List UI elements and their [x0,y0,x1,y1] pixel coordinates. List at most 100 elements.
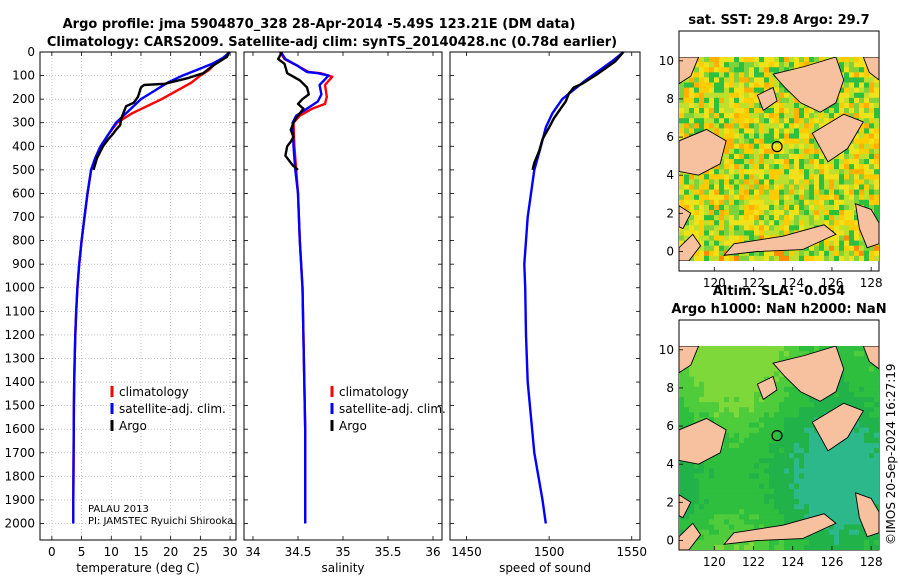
sla-heatmap-cell [834,453,840,459]
sst-heatmap-cell [859,108,865,114]
sla-heatmap-cell [694,397,700,403]
sla-heatmap-cell [874,376,879,383]
sla-heatmap-cell [844,509,850,515]
sla-heatmap-cell [849,442,855,449]
sla-heatmap-cell [794,407,800,413]
sst-heatmap-cell [689,97,695,104]
sla-heatmap-cell [819,483,825,490]
sla-heatmap-cell [769,458,775,464]
sst-heatmap-cell [854,102,860,109]
sla-heatmap-cell [824,499,830,505]
sst-heatmap-cell [699,210,705,216]
sla-heatmap-cell [834,478,840,485]
sst-heatmap-cell [724,128,730,134]
sst-heatmap-cell [759,225,765,231]
sst-heatmap-cell [779,169,785,175]
sla-heatmap-cell [709,351,715,357]
sst-heatmap-cell [774,189,780,196]
sla-heatmap-cell [824,458,830,464]
sst-heatmap-cell [789,250,795,257]
sla-heatmap-cell [739,376,745,383]
sla-heatmap-cell [819,437,825,444]
sst-heatmap-cell [814,189,820,196]
sla-heatmap-cell [749,407,755,413]
sst-heatmap-cell [729,92,735,99]
sst-heatmap-cell [779,82,785,88]
sst-heatmap-cell [744,57,750,63]
sla-heatmap-cell [684,488,690,495]
sst-heatmap-cell [804,108,810,114]
sla-heatmap-cell [859,448,865,454]
sla-heatmap-cell [709,544,715,550]
sla-heatmap-cell [774,351,780,357]
sst-land-polygon [756,86,778,112]
sla-heatmap-cell [759,483,765,490]
sla-heatmap-cell [784,381,790,388]
sla-heatmap-cell [854,524,860,530]
sst-heatmap-cell [744,113,750,119]
sla-heatmap-cell [754,509,760,515]
sst-heatmap-cell [854,108,860,114]
sla-heatmap-cell [689,468,695,474]
sla-heatmap-cell [739,351,745,357]
sst-heatmap-cell [769,67,775,73]
sst-heatmap-cell [854,92,860,99]
sst-heatmap-cell [724,159,730,165]
sst-heatmap-cell [699,230,705,236]
sst-heatmap-cell [859,164,865,170]
sst-land-polygon [811,113,864,163]
sst-heatmap-cell [774,82,780,88]
sst-heatmap-cell [699,174,705,180]
temperature-plot-background [40,52,236,540]
sla-heatmap-cell [834,509,840,515]
sst-heatmap-cell [774,255,780,261]
sst-heatmap-cell [739,102,745,109]
sla-heatmap-cell [844,473,850,479]
depth-tick-label: 1700 [4,446,35,460]
sst-heatmap-cell [709,108,715,114]
sla-heatmap-cell [799,432,805,439]
sla-heatmap-cell [789,391,795,398]
sla-heatmap-cell [834,468,840,474]
sst-heatmap-cell [699,123,705,129]
sst-heatmap-cell [734,108,740,114]
sst-heatmap-cell [704,62,710,68]
sla-heatmap-cell [699,514,705,520]
sst-heatmap-cell [749,133,755,139]
sst-heatmap-cell [764,118,770,124]
sla-heatmap-cell [739,499,745,505]
sla-heatmap-cell [864,422,870,428]
sst-heatmap-cell [759,123,765,129]
sst-heatmap-cell [784,62,790,68]
sla-heatmap-cell [739,346,745,352]
sla-heatmap-cell [679,483,685,490]
sst-heatmap-cell [839,164,845,170]
sla-heatmap-cell [749,351,755,357]
sst-heatmap-cell [839,102,845,109]
sst-heatmap-cell [759,113,765,119]
sst-heatmap-cell [739,204,745,211]
sst-heatmap-cell [764,194,770,201]
sst-heatmap-cell [729,235,735,241]
sst-land-polygon [679,233,702,261]
sla-heatmap-cell [724,366,730,372]
sst-heatmap-cell [759,128,765,134]
sla-heatmap-cell [729,509,735,515]
sla-heatmap-cell [769,391,775,398]
sst-heatmap-cell [829,199,835,206]
sla-heatmap-cell [699,402,705,408]
sla-heatmap-cell [709,371,715,377]
sla-heatmap-cell [714,524,720,530]
sla-heatmap-cell [784,417,790,423]
sst-heatmap-cell [829,118,835,124]
sst-heatmap-cell [724,102,730,109]
sst-heatmap-cell [754,250,760,257]
sla-heatmap-cell [784,458,790,464]
sla-heatmap-cell [744,544,750,550]
sst-heatmap-cell [719,210,725,216]
sla-heatmap-cell [794,544,800,550]
sla-heatmap-cell [744,488,750,495]
sla-heatmap-cell [694,504,700,510]
sla-heatmap-cell [824,504,830,510]
sla-heatmap-cell [874,463,879,469]
